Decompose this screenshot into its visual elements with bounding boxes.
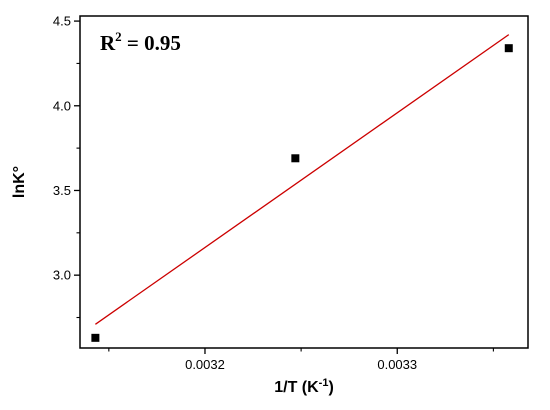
y-tick-label: 3.0 [53, 268, 71, 283]
fit-line [95, 34, 510, 325]
data-point [91, 333, 100, 342]
y-tick-label: 3.5 [53, 183, 71, 198]
plot-frame [79, 15, 529, 349]
axis-ticks [74, 20, 494, 354]
axis-tick-labels: 0.0032 0.0033 3.0 3.5 4.0 4.5 [53, 14, 417, 372]
x-tick-label: 0.0032 [185, 357, 225, 372]
data-point [291, 154, 300, 163]
data-point [504, 44, 513, 53]
r-squared-annotation: R2 = 0.95 [100, 29, 181, 55]
x-tick-label: 0.0033 [377, 357, 417, 372]
y-axis-title: lnK° [11, 166, 28, 198]
y-tick-label: 4.5 [53, 14, 71, 29]
y-tick-label: 4.0 [53, 98, 71, 113]
data-points [91, 44, 513, 342]
x-axis-title: 1/T (K-1) [274, 377, 334, 396]
